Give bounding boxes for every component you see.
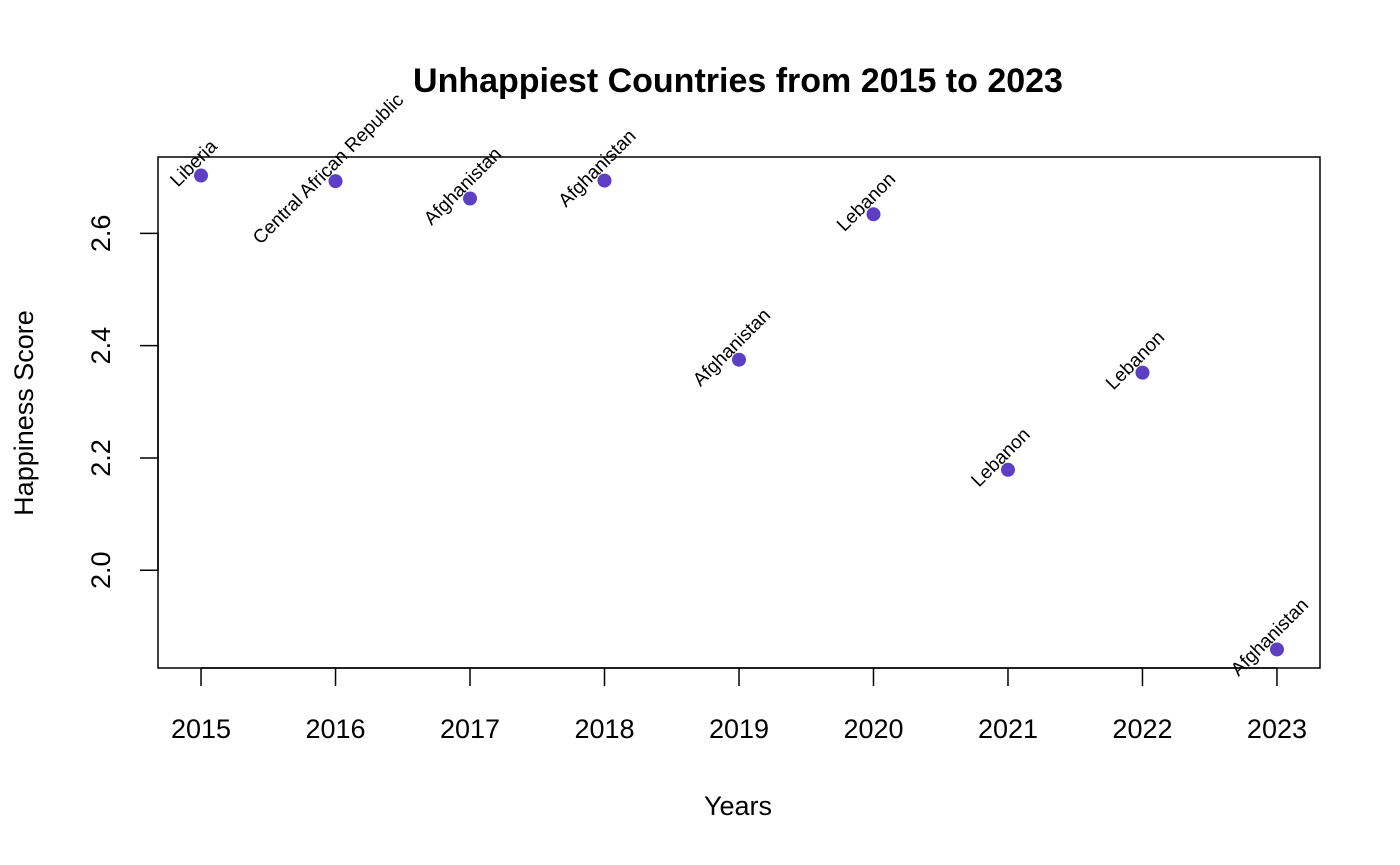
x-axis: 2015 2016 2017 2018 2019 2020 2021 2022 2023 — [171, 667, 1307, 744]
data-point — [597, 173, 612, 188]
x-tick-label: 2015 — [171, 714, 231, 744]
data-points — [194, 168, 1284, 657]
data-point — [866, 207, 881, 222]
y-tick-label: 2.2 — [86, 439, 116, 477]
y-axis-label: Happiness Score — [9, 310, 39, 516]
x-tick-label: 2016 — [305, 714, 365, 744]
data-point — [194, 168, 209, 183]
x-tick-label: 2017 — [440, 714, 500, 744]
point-label: Afghanistan — [689, 305, 775, 391]
data-point — [1269, 642, 1284, 657]
x-tick-label: 2018 — [574, 714, 634, 744]
data-point — [1135, 365, 1150, 380]
y-tick-label: 2.0 — [86, 552, 116, 590]
point-label: Central African Republic — [249, 90, 408, 249]
point-label: Lebanon — [968, 424, 1035, 491]
x-tick-label: 2021 — [978, 714, 1038, 744]
data-point — [463, 191, 478, 206]
y-tick-label: 2.4 — [86, 327, 116, 365]
x-tick-label: 2023 — [1247, 714, 1307, 744]
point-label: Lebanon — [1102, 327, 1169, 394]
x-tick-label: 2019 — [709, 714, 769, 744]
data-point — [1000, 462, 1015, 477]
point-label: Lebanon — [833, 169, 900, 236]
y-axis: 2.0 2.2 2.4 2.6 — [86, 215, 159, 590]
data-point — [328, 174, 343, 189]
chart-title: Unhappiest Countries from 2015 to 2023 — [413, 62, 1063, 100]
x-tick-label: 2020 — [843, 714, 903, 744]
x-tick-label: 2022 — [1112, 714, 1172, 744]
plot-frame — [157, 156, 1321, 669]
point-label: Liberia — [167, 136, 222, 191]
point-label: Afghanistan — [555, 126, 641, 212]
data-point — [732, 352, 746, 367]
x-axis-label: Years — [704, 791, 772, 821]
y-tick-label: 2.6 — [86, 215, 116, 253]
